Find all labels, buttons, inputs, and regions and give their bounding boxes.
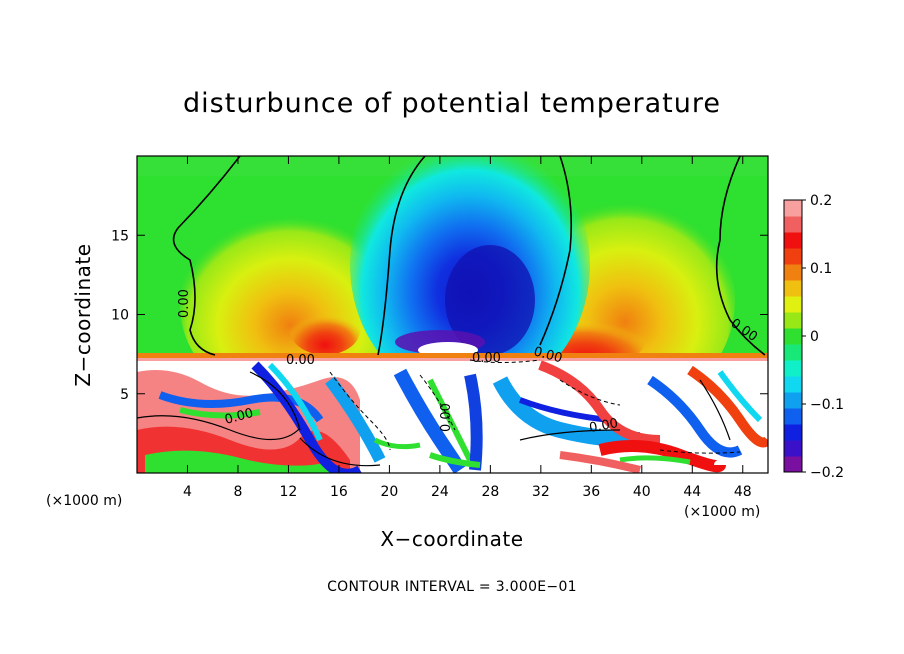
colorbar-swatch <box>784 376 802 393</box>
x-tick-label: 48 <box>734 484 752 500</box>
colorbar-swatch <box>784 280 802 297</box>
x-tick-label: 8 <box>233 484 242 500</box>
x-axis: 4 8 12 16 20 24 28 32 36 40 44 48 <box>183 156 752 500</box>
colorbar-swatch <box>784 312 802 329</box>
contour-label: 0.00 <box>439 403 454 432</box>
colorbar-swatch <box>784 328 802 345</box>
colorbar-swatch <box>784 248 802 265</box>
contour-label: 0.00 <box>286 353 315 368</box>
contour-label: 0.00 <box>177 289 192 318</box>
plot-area: 0.00 0.00 0.00 0.00 0.00 0.00 0.00 0.00 <box>137 156 768 473</box>
x-tick-label: 16 <box>330 484 348 500</box>
x-unit-label-left: (×1000 m) <box>46 493 122 509</box>
contour-label: 0.00 <box>472 351 501 366</box>
colorbar-swatch <box>784 440 802 457</box>
x-tick-label: 24 <box>431 484 449 500</box>
colorbar-swatch <box>784 232 802 249</box>
colorbar-tick-label: 0 <box>810 329 819 345</box>
dashed-contours <box>329 359 741 454</box>
colorbar-tick-label: −0.1 <box>810 397 844 413</box>
x-tick-label: 12 <box>280 484 298 500</box>
y-tick-label: 10 <box>111 308 129 324</box>
y-axis: 5 10 15 <box>111 228 768 403</box>
colorbar-frame <box>783 199 803 473</box>
x-tick-label: 32 <box>532 484 550 500</box>
y-tick-label: 5 <box>120 387 129 403</box>
chart-title: disturbunce of potential temperature <box>183 88 721 119</box>
colorbar-swatch <box>784 424 802 441</box>
y-axis-title: Z−coordinate <box>71 243 95 386</box>
x-tick-label: 28 <box>481 484 499 500</box>
y-tick-label: 15 <box>111 228 129 244</box>
lower-turbulent-layer <box>137 360 768 473</box>
x-tick-label: 40 <box>633 484 651 500</box>
contour-label: 0.00 <box>588 416 619 436</box>
colorbar-swatch <box>784 296 802 313</box>
x-tick-label: 36 <box>582 484 600 500</box>
colorbar-swatch <box>784 456 802 473</box>
contour-lines <box>137 156 766 467</box>
x-tick-label: 20 <box>380 484 398 500</box>
colorbar-tick-label: −0.2 <box>810 465 844 481</box>
colorbar-tick-label: 0.2 <box>810 193 832 209</box>
contour-interval-note: CONTOUR INTERVAL = 3.000E−01 <box>327 579 577 595</box>
x-unit-label-right: (×1000 m) <box>684 504 760 520</box>
colorbar-tick-label: 0.1 <box>810 261 832 277</box>
x-axis-title: X−coordinate <box>380 527 523 551</box>
colorbar-swatch <box>784 344 802 361</box>
interface-band <box>137 353 768 359</box>
colorbar-swatch <box>784 360 802 377</box>
colorbar-swatch <box>784 216 802 233</box>
colorbar-swatch <box>784 392 802 409</box>
colorbar: 0.2 0.1 0 −0.1 −0.2 <box>784 193 844 481</box>
contour-label: 0.00 <box>223 406 255 428</box>
x-tick-label: 44 <box>683 484 701 500</box>
colorbar-swatch <box>784 264 802 281</box>
colorbar-swatch <box>784 200 802 217</box>
x-tick-label: 4 <box>183 484 192 500</box>
contour-label: 0.00 <box>532 344 564 366</box>
colorbar-swatch <box>784 408 802 425</box>
